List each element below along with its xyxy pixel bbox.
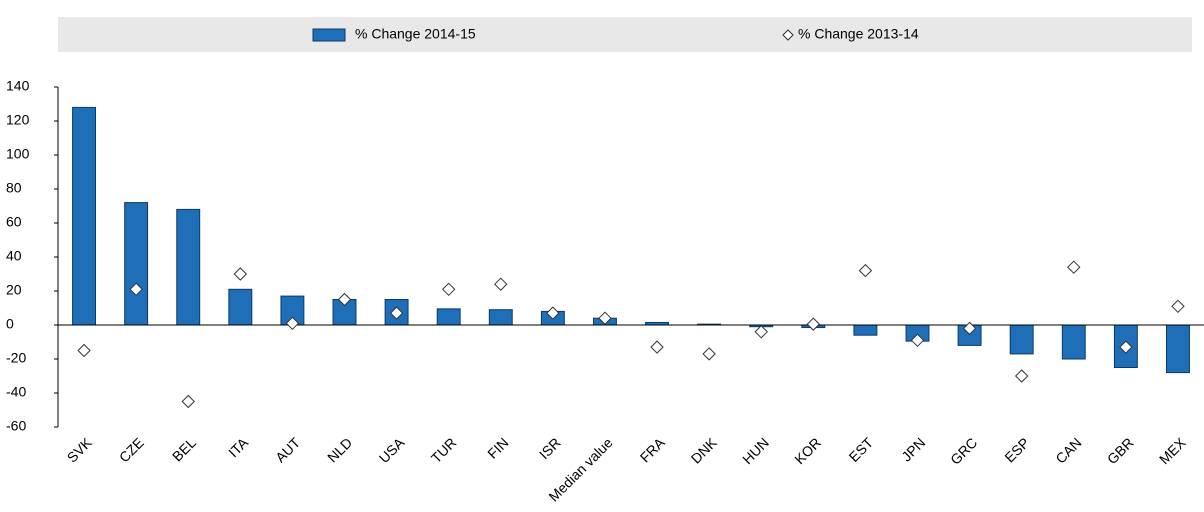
legend-background	[58, 17, 1192, 52]
x-tick-label: CZE	[116, 434, 147, 465]
x-tick-label: BEL	[169, 434, 199, 464]
x-tick-label: KOR	[791, 434, 824, 467]
x-tick-label: GBR	[1104, 434, 1137, 467]
x-tick-label: DNK	[688, 434, 721, 467]
diamond-marker	[77, 343, 91, 358]
diamond-marker	[754, 325, 768, 339]
x-tick-label: CAN	[1052, 434, 1084, 466]
y-tick-label: 140	[6, 78, 30, 94]
x-tick-label: TUR	[428, 434, 460, 466]
x-tick-label: HUN	[739, 434, 772, 467]
y-tick-label: -20	[6, 350, 26, 366]
x-tick-label: EST	[846, 434, 877, 465]
bar	[436, 308, 461, 326]
y-tick-label: 0	[6, 316, 14, 332]
x-tick-label: JPN	[898, 434, 928, 464]
legend-label: % Change 2013-14	[798, 26, 919, 42]
y-tick-label: 60	[6, 214, 22, 230]
diamond-marker	[181, 394, 195, 409]
diamond-marker	[285, 316, 300, 331]
bar	[72, 106, 97, 326]
bar	[124, 202, 149, 326]
bar	[1165, 324, 1190, 374]
diamond-marker	[233, 267, 248, 281]
diamond-marker	[962, 321, 977, 336]
y-tick-label: 80	[6, 180, 22, 196]
x-tick-label: ISR	[536, 434, 564, 462]
bar	[853, 324, 878, 336]
x-tick-label: FRA	[637, 434, 669, 466]
x-tick-label: AUT	[272, 434, 303, 465]
x-tick-label: ITA	[225, 434, 251, 460]
diamond-marker	[702, 347, 716, 361]
legend-label: % Change 2014-15	[355, 26, 476, 42]
y-tick-label: 40	[6, 248, 22, 264]
y-tick-label: -60	[6, 418, 26, 434]
x-tick-label: USA	[376, 434, 408, 466]
diamond-marker	[546, 306, 560, 320]
x-tick-label: FIN	[484, 434, 511, 461]
bar	[1009, 324, 1034, 355]
x-tick-label: NLD	[324, 434, 355, 465]
diamond-marker	[1067, 260, 1081, 274]
diamond-marker	[129, 282, 143, 297]
bar	[488, 309, 513, 326]
bar	[176, 208, 201, 326]
diamond-marker	[910, 333, 925, 348]
diamond-marker	[337, 292, 352, 307]
x-tick-label: GRC	[947, 434, 980, 467]
y-tick-label: 20	[6, 282, 22, 298]
diamond-marker	[389, 306, 404, 320]
legend-swatch	[782, 29, 794, 41]
diamond-marker	[494, 277, 508, 291]
x-tick-label: ESP	[1001, 434, 1032, 465]
diamond-marker	[858, 263, 873, 278]
diamond-marker	[806, 317, 821, 331]
diamond-marker	[650, 340, 664, 354]
diamond-marker	[1014, 369, 1029, 383]
bar	[1061, 324, 1086, 360]
bar	[228, 288, 253, 326]
diamond-marker	[1171, 299, 1185, 314]
diamond-marker	[441, 282, 456, 297]
diamond-marker	[598, 311, 612, 325]
legend-swatch	[312, 28, 346, 42]
y-tick-label: 120	[6, 112, 30, 128]
y-tick-label: -40	[6, 384, 26, 400]
x-tick-label: MEX	[1156, 434, 1189, 467]
x-tick-label: SVK	[64, 434, 96, 466]
y-tick-label: 100	[6, 146, 30, 162]
diamond-marker	[1119, 340, 1133, 354]
